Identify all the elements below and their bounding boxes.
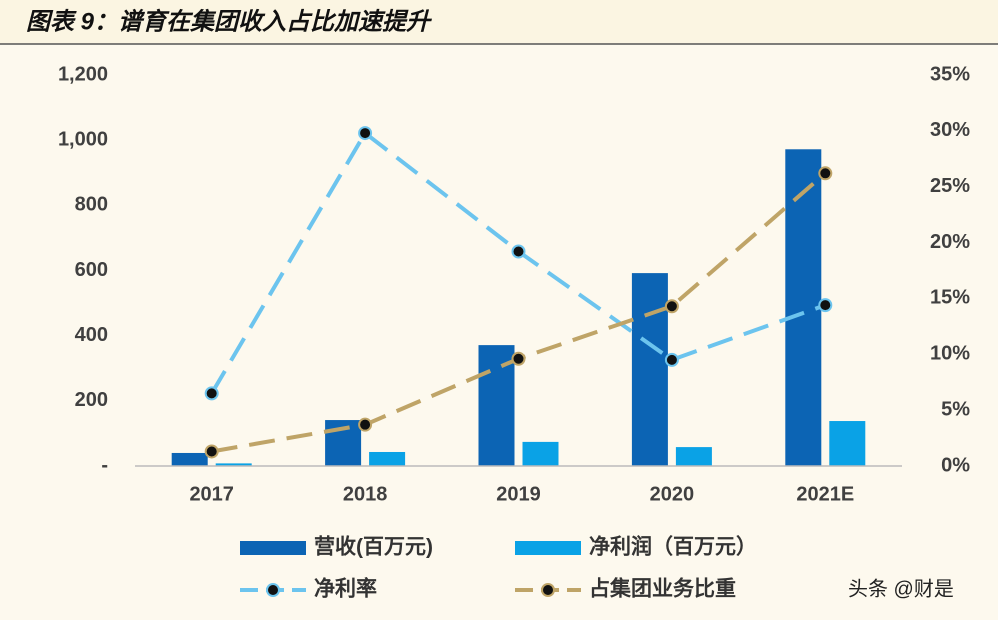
bar: [675, 447, 712, 466]
legend-swatch: [515, 541, 581, 555]
legend-swatch: [240, 541, 306, 555]
bar: [369, 451, 406, 466]
legend-label: 净利率: [314, 577, 377, 601]
marker: [204, 444, 219, 459]
line: [211, 171, 827, 454]
legend-label: 净利润（百万元）: [589, 535, 757, 559]
watermark: 头条 @财是: [848, 577, 954, 600]
bar: [631, 273, 668, 466]
marker: [818, 166, 833, 181]
x-tick-label: 2017: [189, 483, 234, 505]
bar: [215, 463, 252, 466]
y-tick-label: 400: [75, 324, 108, 346]
bar: [478, 345, 515, 466]
y2-tick-label: 35%: [930, 63, 970, 85]
y-tick-label: 800: [75, 194, 108, 216]
legend-marker: [541, 583, 555, 597]
y2-tick-label: 10%: [930, 343, 970, 365]
x-tick-label: 2021E: [796, 483, 854, 505]
chart-title: 图表 9：谱育在集团收入占比加速提升: [26, 8, 433, 35]
y-tick-label: 600: [75, 259, 108, 281]
marker: [511, 351, 526, 366]
x-tick-label: 2019: [496, 483, 541, 505]
y-tick-label: 200: [75, 389, 108, 411]
title-bar: [0, 0, 998, 44]
y-tick-label: 1,000: [58, 128, 108, 150]
legend-marker: [266, 583, 280, 597]
marker: [358, 126, 373, 141]
x-tick-label: 2020: [650, 483, 695, 505]
y2-tick-label: 0%: [941, 454, 970, 476]
x-tick-label: 2018: [343, 483, 388, 505]
bar: [522, 441, 559, 466]
y2-tick-label: 5%: [941, 398, 970, 420]
marker: [664, 352, 679, 367]
y2-tick-label: 25%: [930, 175, 970, 197]
legend-label: 营收(百万元): [314, 535, 433, 559]
marker: [358, 417, 373, 432]
bar: [171, 452, 208, 466]
marker: [511, 244, 526, 259]
y-tick-label: -: [101, 454, 108, 476]
y2-tick-label: 20%: [930, 231, 970, 253]
y2-tick-label: 30%: [930, 119, 970, 141]
y2-tick-label: 15%: [930, 287, 970, 309]
marker: [664, 299, 679, 314]
y-tick-label: 1,200: [58, 63, 108, 85]
marker: [818, 298, 833, 313]
marker: [204, 386, 219, 401]
legend-label: 占集团业务比重: [589, 577, 736, 601]
bar: [829, 421, 866, 466]
